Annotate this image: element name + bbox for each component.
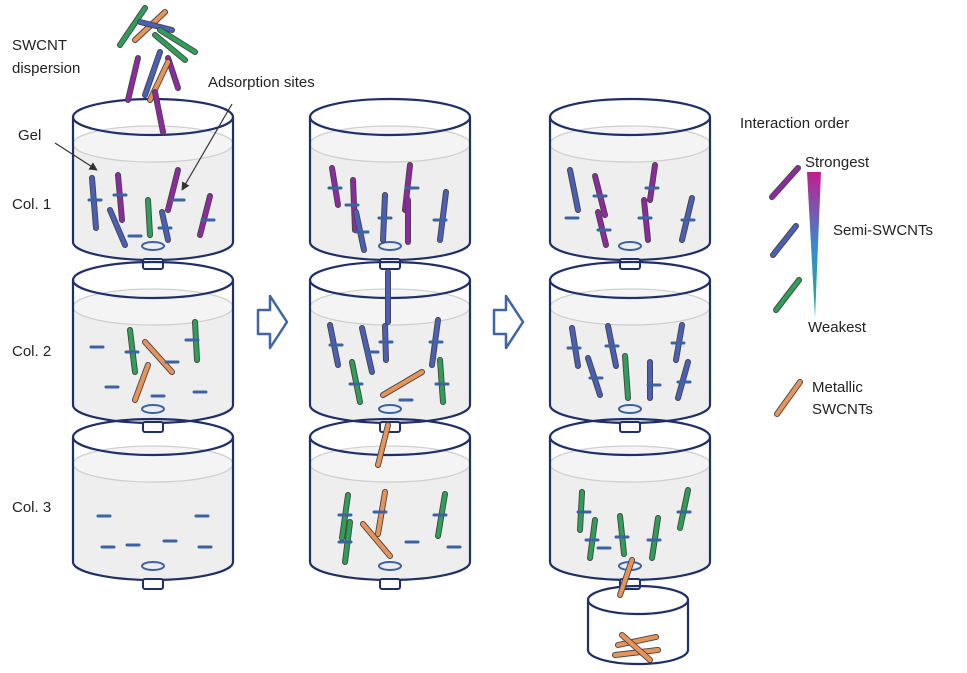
column-1-3 bbox=[71, 417, 235, 590]
legend-tube-blue bbox=[770, 223, 799, 258]
s1c1-tube-5 bbox=[159, 209, 171, 243]
interaction-gradient-wedge bbox=[807, 172, 821, 318]
s3c3-tube-4 bbox=[649, 515, 661, 561]
collection-vial bbox=[586, 584, 690, 666]
s3c2-tube-4 bbox=[622, 353, 631, 401]
legend-metallic-1: Metallic bbox=[812, 379, 863, 396]
s1c1-tube-4 bbox=[145, 197, 153, 238]
adsorption-pointer bbox=[181, 103, 233, 191]
s1c1-tube-2 bbox=[115, 172, 125, 223]
legend-tube-orange bbox=[774, 379, 803, 417]
dispersion-tube-10 bbox=[157, 27, 198, 55]
dispersion-tube-4 bbox=[137, 19, 175, 33]
s2c2-tube-8 bbox=[380, 369, 425, 398]
process-arrow-2 bbox=[492, 294, 525, 350]
s2c2-tube-3 bbox=[359, 325, 375, 375]
legend-semi: Semi-SWCNTs bbox=[833, 222, 933, 239]
s1c1-tube-6 bbox=[165, 167, 181, 213]
adsorption-sites-label: Adsorption sites bbox=[208, 74, 315, 91]
col2-label: Col. 2 bbox=[12, 343, 51, 360]
s2c3-tube-1 bbox=[375, 422, 391, 468]
column-1-1 bbox=[71, 97, 235, 270]
s2c3-tube-5 bbox=[360, 521, 393, 559]
gel-label: Gel bbox=[18, 127, 41, 144]
s2c2-tube-7 bbox=[437, 357, 446, 405]
swcnt-dispersion-label-1: SWCNT bbox=[12, 37, 67, 54]
gel-pointer bbox=[54, 142, 98, 171]
s3c1-tube-1 bbox=[567, 167, 581, 213]
swcnt-dispersion-label-2: dispersion bbox=[12, 60, 80, 77]
s1c1-tube-7 bbox=[197, 193, 213, 238]
s3c1-tube-4 bbox=[647, 162, 658, 203]
column-3-1 bbox=[548, 97, 712, 270]
legend-title: Interaction order bbox=[740, 115, 849, 132]
s3c3-tube-3 bbox=[617, 513, 627, 557]
s1c2-tube-2 bbox=[142, 339, 175, 375]
s3c3-tube-5 bbox=[677, 487, 691, 531]
s1c1-tube-3 bbox=[107, 207, 128, 248]
s2c2-tube-6 bbox=[349, 359, 363, 405]
vial-tube-2 bbox=[612, 647, 661, 658]
legend: Interaction order Strongest Semi-SWCNTs … bbox=[740, 115, 933, 418]
process-arrow-1 bbox=[256, 294, 289, 350]
legend-tube-purple bbox=[769, 165, 801, 200]
legend-tube-green bbox=[773, 277, 802, 313]
s1c1-tube-1 bbox=[89, 175, 99, 231]
s2c1-tube-7 bbox=[437, 189, 449, 243]
vial-tube-3 bbox=[619, 632, 653, 663]
dispersion-tube-6 bbox=[142, 49, 163, 98]
column-3-2 bbox=[548, 260, 712, 433]
vial-tube-1 bbox=[615, 634, 659, 648]
legend-weakest: Weakest bbox=[808, 319, 867, 336]
eluting-metallic-tube bbox=[617, 557, 635, 598]
dispersion-tube-1 bbox=[117, 5, 148, 48]
legend-metallic-2: SWCNTs bbox=[812, 401, 873, 418]
s3c1-tube-5 bbox=[641, 197, 651, 243]
column-stacks bbox=[71, 97, 712, 666]
dispersion-tube-3 bbox=[152, 32, 188, 63]
col1-label: Col. 1 bbox=[12, 196, 51, 213]
s1c2-tube-4 bbox=[132, 362, 151, 403]
nanotubes bbox=[87, 5, 696, 663]
dispersion-tube-5 bbox=[125, 55, 141, 103]
dispersion-tube-9 bbox=[152, 89, 166, 135]
col3-label: Col. 3 bbox=[12, 499, 51, 516]
legend-strongest: Strongest bbox=[805, 154, 870, 171]
column-2-1 bbox=[308, 97, 472, 270]
s3c2-tube-7 bbox=[675, 359, 691, 401]
